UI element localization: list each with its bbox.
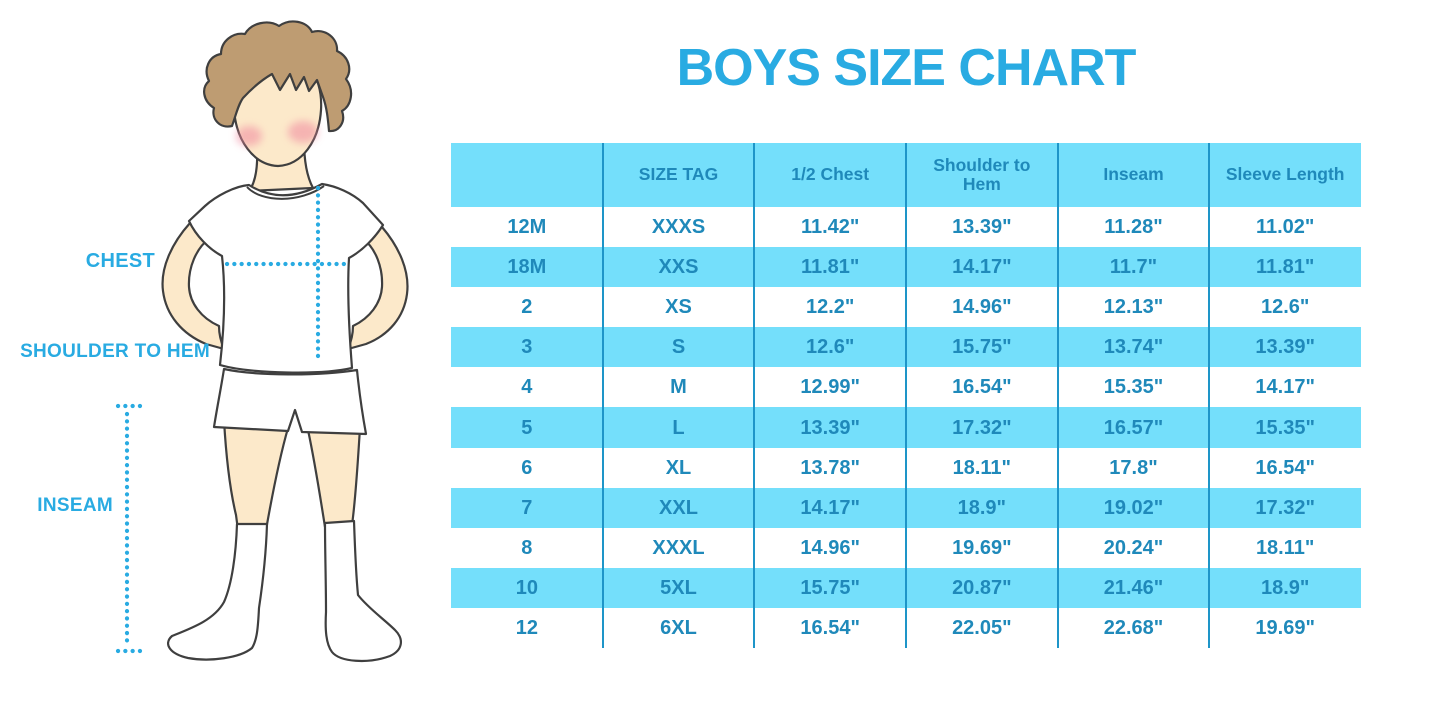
sock-right xyxy=(323,519,402,663)
table-cell: 11.7" xyxy=(1109,256,1158,279)
table-cell: 12M xyxy=(507,216,547,239)
table-cell: 4 xyxy=(521,376,533,399)
table-cell: 16.54" xyxy=(952,376,1012,399)
table-cell: 21.46" xyxy=(1103,576,1164,599)
size-table: SIZE TAG 1/2 Chest Shoulder to Hem Inseam Sl… xyxy=(451,143,1361,649)
chest-label: CHEST xyxy=(85,250,155,272)
table-cell: XXXS xyxy=(651,216,706,239)
page-title: BOYS SIZE CHART xyxy=(676,39,1137,97)
table-cell: 18.9" xyxy=(1260,576,1310,599)
table-header-cell: Shoulder to Hem xyxy=(933,154,1031,194)
table-cell: 10 xyxy=(515,576,538,599)
table-cell: 14.96" xyxy=(800,536,860,559)
table-header-cell: Sleeve Length xyxy=(1225,164,1345,185)
table-cell: 16.57" xyxy=(1103,416,1164,439)
sock-left xyxy=(167,522,269,661)
table-cell: 12.6" xyxy=(1260,296,1310,319)
table-cell: 18.9" xyxy=(957,496,1007,519)
table-cell: 13.78" xyxy=(800,456,860,479)
table-cell: 16.54" xyxy=(800,616,860,639)
table-cell: 12.6" xyxy=(805,336,855,359)
table-cell: 22.68" xyxy=(1103,616,1164,639)
table-cell: 14.96" xyxy=(952,296,1012,319)
table-cell: 20.87" xyxy=(952,576,1012,599)
table-cell: 12.13" xyxy=(1103,296,1164,319)
collar-line xyxy=(246,185,325,200)
table-cell: 17.32" xyxy=(1255,496,1315,519)
table-cell: 6XL xyxy=(660,616,697,639)
table-cell: 18.11" xyxy=(1255,536,1315,559)
table-cell: 18M xyxy=(507,256,547,279)
table-cell: 19.69" xyxy=(1255,616,1315,639)
table-cell: 5 xyxy=(521,416,533,439)
table-cell: 8 xyxy=(521,536,533,559)
table-cell: S xyxy=(671,336,686,359)
table-cell: 22.05" xyxy=(952,616,1012,639)
table-cell: 14.17" xyxy=(952,256,1012,279)
table-cell: 20.24" xyxy=(1103,536,1164,559)
shorts xyxy=(212,367,368,436)
table-cell: 15.75" xyxy=(800,576,860,599)
table-cell: 16.54" xyxy=(1255,456,1315,479)
boy-figure-svg xyxy=(115,20,409,663)
column-divider xyxy=(1208,143,1211,648)
table-cell: 11.42" xyxy=(800,216,860,239)
table-cell: 13.39" xyxy=(1255,336,1315,359)
boy-illustration xyxy=(0,0,450,723)
table-cell: 3 xyxy=(521,336,533,359)
table-cell: 12.99" xyxy=(800,376,860,399)
table-header-cell: 1/2 Chest xyxy=(791,164,870,185)
table-cell: 6 xyxy=(521,456,533,479)
table-cell: 13.39" xyxy=(952,216,1012,239)
column-divider xyxy=(753,143,756,648)
table-cell: XXL xyxy=(659,496,698,519)
table-header-cell: SIZE TAG xyxy=(638,164,719,185)
table-cell: 14.17" xyxy=(800,496,860,519)
table-cell: 11.81" xyxy=(1255,256,1315,279)
column-divider xyxy=(905,143,907,648)
table-cell: 5XL xyxy=(660,576,697,599)
table-cell: 7 xyxy=(521,496,533,519)
table-cell: 11.02" xyxy=(1255,216,1315,239)
inseam-label: INSEAM xyxy=(37,495,113,516)
column-divider xyxy=(1056,143,1059,648)
table-header-cell xyxy=(451,143,603,207)
table-cell: 13.39" xyxy=(800,416,860,439)
table-cell: XXXL xyxy=(652,536,705,559)
table-cell: 12.2" xyxy=(805,296,855,319)
arm-left xyxy=(161,221,226,351)
shoulder-to-hem-label: SHOULDER TO HEM xyxy=(20,341,210,362)
table-cell: 11.28" xyxy=(1104,216,1163,239)
leg-left xyxy=(222,418,290,532)
cheek-right xyxy=(288,121,318,143)
table-cell: 13.74" xyxy=(1103,336,1164,359)
t-shirt xyxy=(187,182,385,374)
table-cell: 12 xyxy=(515,616,538,639)
table-cell: 19.69" xyxy=(952,536,1012,559)
table-cell: 15.35" xyxy=(1103,376,1164,399)
table-cell: 18.11" xyxy=(952,456,1012,479)
hair xyxy=(203,20,353,133)
table-cell: M xyxy=(670,376,687,399)
table-cell: 19.02" xyxy=(1103,496,1164,519)
table-cell: 15.35" xyxy=(1255,416,1315,439)
table-cell: XXS xyxy=(658,256,699,279)
table-cell: 14.17" xyxy=(1255,376,1315,399)
table-cell: XL xyxy=(665,456,692,479)
table-cell: 11.81" xyxy=(800,256,860,279)
table-cell: 17.32" xyxy=(952,416,1012,439)
table-cell: 15.75" xyxy=(952,336,1012,359)
cheek-left xyxy=(236,126,262,146)
table-cell: 2 xyxy=(521,296,533,319)
leg-right xyxy=(306,426,362,529)
table-header-cell: Inseam xyxy=(1103,164,1164,185)
table-cell: L xyxy=(672,416,685,439)
table-cell: XS xyxy=(665,296,692,319)
table-cell: 17.8" xyxy=(1109,456,1158,479)
column-divider xyxy=(601,143,604,648)
